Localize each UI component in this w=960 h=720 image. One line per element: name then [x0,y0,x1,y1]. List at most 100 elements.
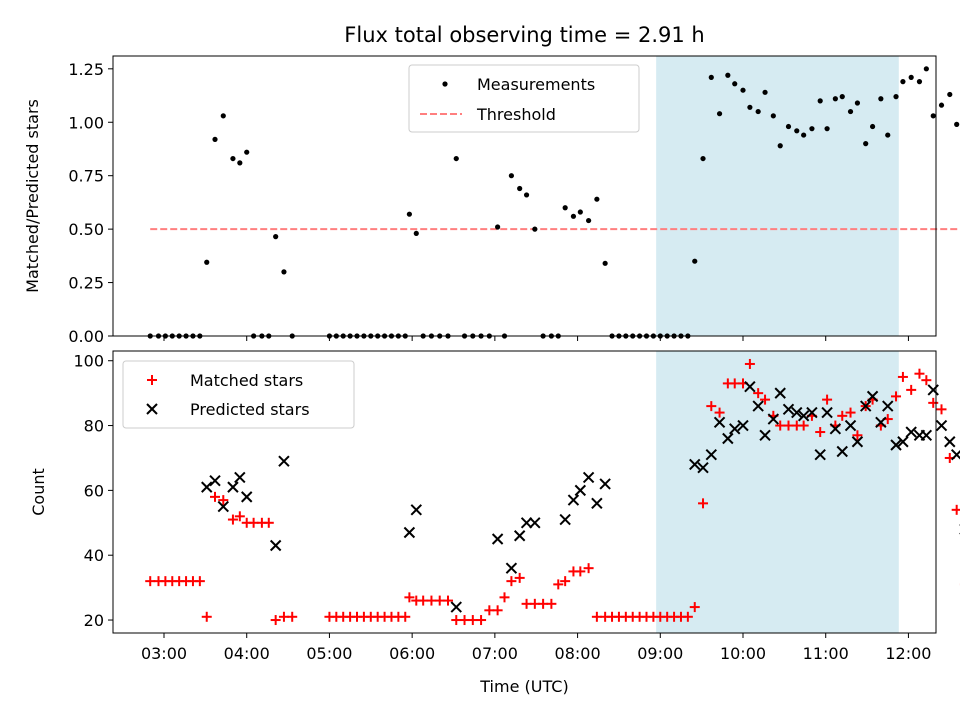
matched-star-point [560,576,571,587]
top-y-axis-label: Matched/Predicted stars [23,99,42,293]
matched-star-point [822,394,833,405]
bottom-panel-ticks: 20 40 60 80 100 03:00 04:00 05:00 06:00 07:00 08:0… [73,352,931,663]
predicted-star-point [529,517,541,529]
cross-stroke [559,513,571,526]
predicted-star-point [882,400,894,412]
predicted-star-point [844,419,857,432]
predicted-star-point [729,423,741,435]
matched-star-point [845,407,856,418]
x-tick-label: 06:00 [389,644,435,663]
measurement-point [523,192,530,198]
x-tick-label: 05:00 [306,644,352,663]
legend-predicted-label: Predicted stars [190,400,310,419]
predicted-star-point [821,406,833,419]
legend-predicted-marker [146,403,158,415]
observing-window-shade [656,56,899,336]
predicted-star-point [505,562,518,574]
predicted-star-point [450,601,462,613]
measurement-point [577,209,583,215]
matched-star-point [928,397,939,408]
cross-stroke [574,484,587,497]
predicted-star-point [591,497,603,510]
cross-stroke [737,419,749,432]
matched-star-point [906,384,917,395]
cross-stroke [905,426,917,438]
measurement-point [947,91,953,98]
top-panel: 0.00 0.25 0.50 0.75 1.00 1.25 Flux total obse… [23,23,960,346]
cross-stroke [269,539,282,552]
predicted-star-point [897,436,909,448]
predicted-star-point [209,474,221,487]
matched-star-point [234,511,245,522]
predicted-star-point [574,484,587,497]
measurement-point [586,217,592,224]
matched-star-point [753,388,764,399]
predicted-star-point [697,461,709,474]
predicted-star-point [737,419,749,432]
measurement-point [839,94,845,100]
matched-star-point [706,401,717,412]
measurement-point [755,108,761,115]
predicted-star-point [836,445,848,458]
matched-star-point [210,491,221,502]
measurement-point [517,185,523,192]
predicted-star-point [859,400,872,412]
bottom-legend: Matched stars Predicted stars [122,360,355,429]
cross-stroke [744,380,756,393]
predicted-star-point [782,403,795,416]
cross-stroke [767,413,780,425]
measurement-point [406,211,412,217]
cross-stroke [234,471,246,484]
cross-stroke [814,449,826,461]
legend-measurements-label: Measurements [477,75,595,94]
measurement-point [700,155,706,162]
measurement-point [824,126,830,132]
x-tick-label: 11:00 [803,644,849,663]
measurement-point [747,104,753,110]
matched-star-point [506,576,517,587]
matched-star-point [476,615,487,626]
measurement-point [847,108,854,115]
y-tick-label: 20 [84,611,104,630]
predicted-star-point [403,526,416,539]
cross-stroke [729,423,741,435]
measurement-point [923,66,929,72]
measurement-point [237,160,243,166]
cross-stroke [774,387,786,399]
measurement-point [916,79,923,85]
matched-star-point [227,514,238,525]
matched-star-point [287,611,298,622]
cross-stroke [890,439,902,451]
cross-stroke [403,526,416,539]
predicted-star-point [806,406,818,419]
measurement-point [281,269,287,275]
y-tick-label: 40 [84,546,104,565]
y-tick-label: 80 [84,417,104,436]
cross-stroke [791,406,803,419]
matched-star-point [852,430,863,441]
measurement-point [938,102,945,108]
cross-stroke [722,432,734,445]
matched-star-point [270,615,281,626]
cross-stroke [697,461,709,474]
matched-star-point [404,592,415,603]
y-tick-label: 1.25 [68,60,104,79]
cross-stroke [713,416,726,429]
predicted-star-point [599,478,611,490]
cross-stroke [821,406,833,419]
matched-star-point [914,368,925,379]
measurement-point [732,81,738,87]
cross-stroke [227,481,239,493]
predicted-star-point [791,406,803,419]
matched-star-point [951,504,960,515]
predicted-star-point [705,449,718,461]
predicted-star-point [774,387,786,399]
measurement-point [244,149,250,155]
cross-stroke [201,481,213,493]
measurement-point [878,96,884,102]
matched-star-point [201,611,212,622]
measurement-point [777,143,783,149]
measurement-point [740,87,746,93]
predicted-star-point [278,455,290,467]
